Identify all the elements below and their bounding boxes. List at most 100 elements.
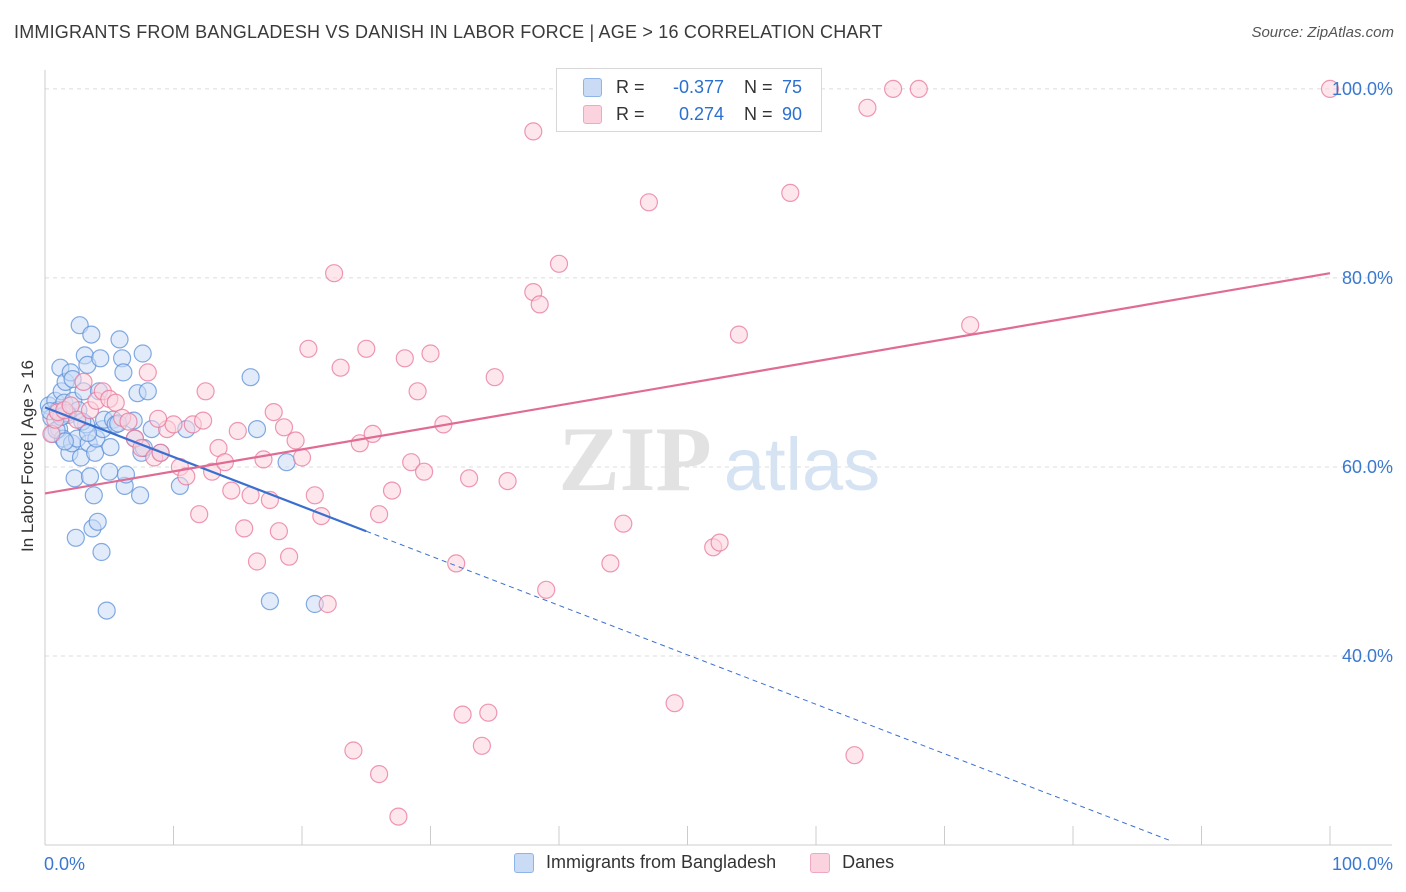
point-danes xyxy=(614,514,633,533)
trend-lines xyxy=(44,272,1331,841)
y-axis-label: In Labor Force | Age > 16 xyxy=(18,359,37,553)
point-danes xyxy=(395,349,414,368)
point-danes xyxy=(530,295,549,314)
point-danes xyxy=(194,411,213,430)
point-danes xyxy=(274,418,294,437)
legend-label: Danes xyxy=(842,852,895,872)
point-danes xyxy=(292,448,312,467)
point-bangladesh xyxy=(97,601,116,620)
stats-row-bangladesh: R = -0.377 N = 75 xyxy=(583,74,802,100)
point-danes xyxy=(196,382,215,401)
point-danes xyxy=(549,254,569,273)
point-danes xyxy=(1320,79,1340,99)
point-danes xyxy=(845,746,864,765)
point-danes xyxy=(269,522,288,541)
point-danes xyxy=(264,403,283,422)
point-danes xyxy=(164,415,183,434)
point-danes xyxy=(177,467,196,486)
legend-item-bangladesh[interactable]: Immigrants from Bangladesh xyxy=(514,852,776,873)
point-danes xyxy=(119,412,138,431)
point-danes xyxy=(149,409,168,428)
point-bangladesh xyxy=(110,330,129,349)
point-bangladesh xyxy=(100,462,119,481)
point-danes xyxy=(729,325,749,344)
chart-title: IMMIGRANTS FROM BANGLADESH VS DANISH IN … xyxy=(14,22,883,42)
point-bangladesh xyxy=(92,542,111,562)
y-tick-label: 60.0% xyxy=(1342,457,1393,477)
point-bangladesh xyxy=(260,592,279,611)
point-bangladesh xyxy=(241,368,260,387)
point-danes xyxy=(305,486,324,505)
point-danes xyxy=(472,736,491,755)
point-danes xyxy=(74,372,93,391)
point-danes xyxy=(961,316,980,335)
source-label: Source: ZipAtlas.com xyxy=(1251,24,1394,41)
point-danes xyxy=(909,79,928,99)
stats-swatch-bangladesh xyxy=(583,77,602,97)
point-danes xyxy=(357,339,376,358)
point-danes xyxy=(601,554,620,573)
point-danes xyxy=(382,481,402,500)
point-danes xyxy=(363,424,382,443)
x-tick-label: 100.0% xyxy=(1332,854,1393,874)
y-tick-label: 80.0% xyxy=(1342,268,1393,288)
r-label: R = xyxy=(616,76,645,97)
r-value: 0.274 xyxy=(678,103,724,124)
point-danes xyxy=(402,453,421,472)
point-bangladesh xyxy=(82,325,101,344)
point-bangladesh xyxy=(91,349,110,368)
legend-item-danes[interactable]: Danes xyxy=(810,852,894,873)
point-danes xyxy=(318,594,337,614)
point-bangladesh xyxy=(101,438,120,457)
point-bangladesh xyxy=(88,512,107,531)
point-danes xyxy=(883,79,903,99)
r-label: R = xyxy=(616,103,645,124)
point-danes xyxy=(453,705,472,724)
point-danes xyxy=(781,183,800,202)
y-tick-label: 100.0% xyxy=(1332,79,1393,99)
point-danes xyxy=(498,472,517,491)
n-label: N = xyxy=(744,103,773,124)
point-danes xyxy=(247,552,267,571)
y-tick-label: 40.0% xyxy=(1342,646,1393,666)
point-danes xyxy=(106,393,125,412)
point-bangladesh xyxy=(65,469,84,488)
point-danes xyxy=(280,547,299,566)
point-danes xyxy=(479,703,498,722)
data-points xyxy=(39,79,1340,826)
point-danes xyxy=(190,505,209,524)
point-bangladesh xyxy=(66,528,85,547)
point-danes xyxy=(858,98,877,117)
point-danes xyxy=(389,807,408,826)
axes xyxy=(44,70,1392,846)
point-danes xyxy=(665,694,684,713)
bottom-legend: Immigrants from Bangladesh Danes xyxy=(514,852,928,873)
point-danes xyxy=(228,421,247,441)
point-danes xyxy=(524,122,543,141)
legend-swatch-danes xyxy=(810,852,831,873)
point-bangladesh xyxy=(84,486,103,505)
legend-label: Immigrants from Bangladesh xyxy=(546,852,777,872)
point-bangladesh xyxy=(138,382,157,401)
point-danes xyxy=(415,462,434,481)
point-danes xyxy=(370,505,389,524)
point-bangladesh xyxy=(247,420,267,439)
point-danes xyxy=(222,481,241,500)
point-danes xyxy=(460,469,479,488)
point-danes xyxy=(710,533,729,552)
point-danes xyxy=(235,519,254,538)
point-danes xyxy=(537,580,556,599)
point-danes xyxy=(254,450,273,469)
r-value: -0.377 xyxy=(672,76,724,97)
watermark-zip: ZIP xyxy=(558,408,711,510)
tick-labels: 100.0% 80.0% 60.0% 40.0% 0.0% 100.0% xyxy=(44,79,1393,874)
point-danes xyxy=(299,339,318,358)
trend-line-bangladesh-extension xyxy=(366,530,1170,841)
n-value: 90 xyxy=(782,103,803,124)
point-bangladesh xyxy=(277,453,296,472)
point-danes xyxy=(344,741,363,760)
trend-line-danes xyxy=(44,272,1331,495)
point-danes xyxy=(370,764,389,784)
n-label: N = xyxy=(744,76,773,97)
legend-swatch-bangladesh xyxy=(514,852,534,873)
